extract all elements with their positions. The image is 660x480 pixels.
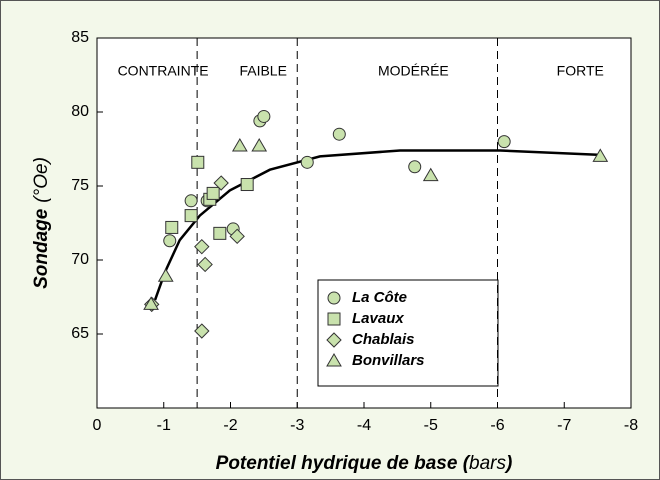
point [213,226,227,240]
point [163,234,177,248]
y-tick-label: 80 [71,103,89,120]
point [165,220,179,234]
point [231,138,248,152]
x-label-text: Potentiel hydrique de base ( [216,453,472,474]
y-label-unit: (°Oe) [31,157,52,203]
y-tick-label: 85 [71,29,89,46]
x-tick-label: -1 [157,417,171,434]
legend-marker [326,353,342,367]
legend-marker [327,312,341,326]
point [194,238,210,255]
x-tick-label: -5 [424,417,438,434]
point [300,155,314,169]
point [422,167,439,182]
x-tick-label: -3 [290,417,304,434]
legend-marker [326,332,342,348]
x-axis-label: Potentiel hydrique de base (bars) [216,453,513,474]
y-tick-label: 70 [71,251,89,268]
point [240,178,254,192]
x-tick-label: -4 [357,417,371,434]
legend-label: Bonvillars [352,352,425,369]
y-tick-label: 75 [71,177,89,194]
point [197,256,213,273]
point [332,127,346,141]
point [497,135,511,149]
legend-label: Chablais [352,331,415,348]
point [592,148,609,162]
point [184,209,198,223]
x-tick-label: -2 [223,417,237,434]
point [229,228,245,245]
region-label: FAIBLE [239,63,286,79]
x-tick-label: -6 [490,417,504,434]
point [206,186,220,200]
point [143,296,159,310]
y-label-text: Sondage [31,208,52,289]
point [184,194,198,208]
x-label-end: ) [504,453,512,474]
region-label: FORTE [557,63,604,79]
legend-label: Lavaux [352,310,404,327]
region-label: MODÉRÉE [378,63,449,79]
point [257,109,271,123]
point [408,160,422,174]
point [213,175,229,191]
point [191,155,205,169]
point [157,268,174,282]
x-tick-label: -7 [557,417,571,434]
x-tick-label: -8 [624,417,638,434]
region-label: CONTRAINTE [118,63,209,79]
legend-label: La Côte [352,289,407,306]
y-tick-label: 65 [71,325,89,342]
point [194,323,210,339]
legend-marker [327,291,341,305]
x-label-unit: bars [469,453,506,474]
point [251,138,268,152]
y-axis-label: Sondage (°Oe) [31,157,52,289]
legend [317,279,499,387]
x-tick-label: 0 [93,417,102,434]
